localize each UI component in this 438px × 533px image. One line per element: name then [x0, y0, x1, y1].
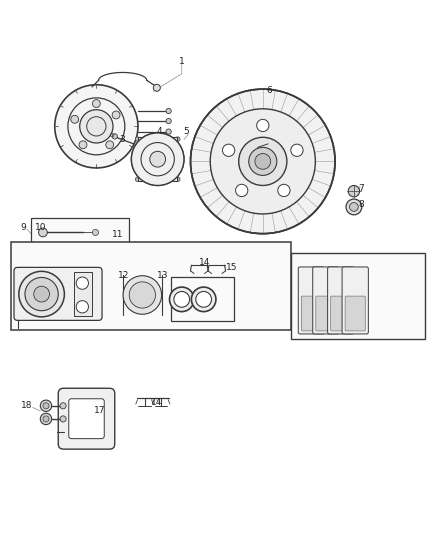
FancyBboxPatch shape: [345, 296, 365, 331]
Circle shape: [196, 292, 212, 307]
Circle shape: [135, 177, 140, 182]
Ellipse shape: [123, 270, 162, 280]
Text: 15: 15: [226, 263, 237, 272]
Circle shape: [60, 403, 66, 409]
Circle shape: [176, 137, 180, 141]
Circle shape: [39, 249, 47, 258]
Bar: [138, 138, 177, 181]
Circle shape: [278, 184, 290, 197]
Circle shape: [174, 292, 190, 307]
Circle shape: [257, 119, 269, 132]
Circle shape: [34, 286, 49, 302]
Text: 13: 13: [157, 271, 169, 280]
Text: 14: 14: [199, 257, 211, 266]
FancyBboxPatch shape: [331, 296, 351, 331]
Circle shape: [170, 287, 194, 312]
Circle shape: [80, 110, 113, 143]
FancyBboxPatch shape: [301, 296, 321, 331]
Circle shape: [76, 301, 88, 313]
Text: 5: 5: [183, 127, 189, 136]
Circle shape: [191, 89, 335, 233]
Circle shape: [166, 108, 171, 114]
Circle shape: [165, 147, 170, 152]
Circle shape: [191, 287, 216, 312]
Circle shape: [223, 144, 235, 156]
FancyBboxPatch shape: [316, 296, 336, 331]
Circle shape: [131, 133, 184, 185]
Circle shape: [239, 138, 287, 185]
Circle shape: [249, 147, 277, 175]
Circle shape: [135, 137, 140, 141]
Circle shape: [153, 84, 160, 91]
Circle shape: [166, 139, 171, 144]
Circle shape: [236, 184, 248, 197]
Circle shape: [55, 85, 138, 168]
Circle shape: [60, 416, 66, 422]
Circle shape: [112, 111, 120, 119]
Text: 12: 12: [118, 271, 129, 280]
Text: 6: 6: [266, 86, 272, 95]
Text: 3: 3: [120, 135, 126, 144]
Circle shape: [176, 177, 180, 182]
Circle shape: [71, 115, 79, 123]
Circle shape: [150, 151, 166, 167]
Circle shape: [112, 134, 117, 139]
Circle shape: [350, 203, 358, 211]
Circle shape: [79, 141, 87, 149]
Circle shape: [95, 251, 102, 257]
FancyBboxPatch shape: [14, 268, 102, 320]
Circle shape: [76, 277, 88, 289]
FancyBboxPatch shape: [69, 399, 104, 439]
Circle shape: [165, 166, 170, 172]
Circle shape: [25, 278, 58, 311]
Bar: [171, 278, 234, 321]
Text: 14: 14: [151, 398, 162, 407]
Circle shape: [129, 282, 155, 308]
Circle shape: [166, 129, 171, 134]
FancyBboxPatch shape: [313, 267, 339, 334]
Text: 7: 7: [358, 184, 364, 193]
Text: 17: 17: [94, 406, 106, 415]
Circle shape: [92, 100, 100, 108]
Bar: [74, 272, 92, 316]
Text: 9: 9: [20, 223, 26, 231]
Text: 16: 16: [351, 279, 363, 288]
Circle shape: [106, 141, 114, 149]
Ellipse shape: [123, 310, 162, 319]
Circle shape: [210, 109, 315, 214]
Text: 10: 10: [35, 223, 46, 231]
Circle shape: [145, 147, 150, 152]
Circle shape: [40, 413, 52, 425]
Circle shape: [255, 154, 271, 169]
Text: 11: 11: [112, 230, 123, 239]
Circle shape: [123, 276, 162, 314]
Bar: [11, 243, 291, 330]
Circle shape: [19, 271, 64, 317]
Circle shape: [43, 403, 49, 409]
Circle shape: [166, 118, 171, 124]
Text: 4: 4: [157, 127, 162, 136]
FancyBboxPatch shape: [342, 267, 368, 334]
Circle shape: [39, 228, 47, 237]
Bar: [31, 219, 129, 269]
Text: 8: 8: [358, 200, 364, 209]
Circle shape: [145, 166, 150, 172]
Circle shape: [40, 400, 52, 411]
Circle shape: [131, 133, 184, 185]
Circle shape: [291, 144, 303, 156]
Circle shape: [43, 416, 49, 422]
Text: 1: 1: [179, 57, 185, 66]
FancyBboxPatch shape: [298, 267, 325, 334]
Bar: [291, 253, 425, 339]
Circle shape: [346, 199, 362, 215]
FancyBboxPatch shape: [58, 388, 115, 449]
Circle shape: [92, 229, 99, 236]
Circle shape: [348, 185, 360, 197]
Text: 18: 18: [21, 401, 33, 410]
FancyBboxPatch shape: [328, 267, 354, 334]
Circle shape: [150, 151, 166, 167]
